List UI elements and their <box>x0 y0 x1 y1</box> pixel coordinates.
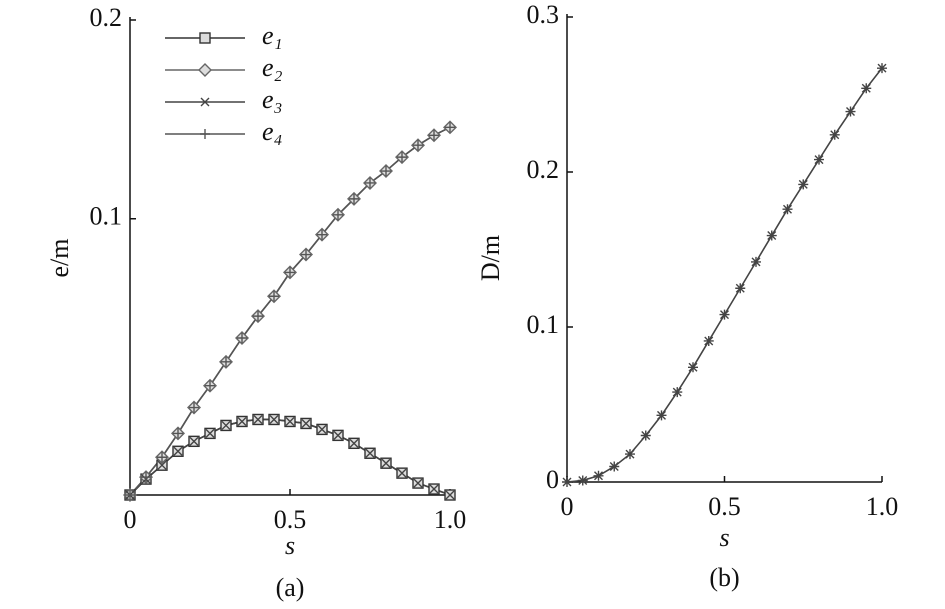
x-tick-label: 0 <box>561 492 574 521</box>
x-axis-label: s <box>719 523 729 552</box>
legend-label: e₂ <box>262 53 283 82</box>
legend-label: e₁ <box>262 21 283 50</box>
marker <box>656 410 667 421</box>
x-tick-label: 0 <box>124 505 137 534</box>
marker <box>349 438 359 448</box>
y-tick-label: 0.1 <box>527 310 560 339</box>
marker <box>751 256 761 267</box>
marker <box>157 452 167 463</box>
marker <box>397 468 407 478</box>
marker <box>672 387 683 398</box>
marker <box>269 291 279 302</box>
marker <box>141 472 151 483</box>
legend-marker <box>200 97 210 107</box>
marker <box>189 402 199 413</box>
panel-label: (a) <box>276 573 305 602</box>
marker <box>317 424 327 434</box>
marker <box>562 477 572 487</box>
marker <box>829 129 840 140</box>
marker <box>205 428 215 438</box>
marker <box>173 446 183 456</box>
marker <box>429 130 439 141</box>
marker <box>365 448 375 458</box>
marker <box>782 204 793 215</box>
marker <box>253 311 263 322</box>
marker <box>205 380 215 391</box>
marker <box>365 177 375 188</box>
marker <box>688 362 698 373</box>
marker <box>125 490 135 500</box>
y-tick-label: 0.3 <box>527 0 560 29</box>
marker <box>269 414 279 424</box>
marker <box>861 83 872 94</box>
marker <box>317 229 327 240</box>
x-axis-label: s <box>285 531 295 560</box>
marker <box>237 416 247 426</box>
y-tick-label: 0 <box>546 465 559 494</box>
marker <box>157 460 167 470</box>
y-tick-label: 0.2 <box>90 3 123 32</box>
marker <box>221 420 231 430</box>
marker <box>445 490 455 500</box>
legend-label: e₄ <box>262 117 283 146</box>
x-tick-label: 0.5 <box>274 505 307 534</box>
marker <box>845 106 856 117</box>
x-tick-label: 1.0 <box>434 505 467 534</box>
legend-marker <box>198 63 212 77</box>
marker <box>253 414 263 424</box>
marker <box>640 430 651 441</box>
marker <box>221 356 231 367</box>
marker <box>735 283 746 294</box>
marker <box>413 140 423 151</box>
marker <box>593 470 604 481</box>
marker <box>413 478 423 488</box>
marker <box>609 461 620 472</box>
marker <box>625 449 635 460</box>
y-axis-label: e/m <box>45 239 74 278</box>
marker <box>285 416 295 426</box>
marker <box>798 179 809 190</box>
marker <box>381 458 391 468</box>
marker <box>333 430 343 440</box>
marker <box>397 152 407 163</box>
marker <box>429 484 439 494</box>
y-tick-label: 0.1 <box>90 202 123 231</box>
marker <box>381 166 391 177</box>
x-tick-label: 1.0 <box>866 492 899 521</box>
marker <box>333 209 343 220</box>
marker <box>301 249 311 260</box>
marker <box>703 335 714 346</box>
marker <box>877 63 887 74</box>
legend-label: e₃ <box>262 85 283 114</box>
marker <box>237 332 247 343</box>
marker <box>285 267 295 278</box>
y-axis-label: D/m <box>476 235 505 281</box>
panel-label: (b) <box>709 563 739 592</box>
y-tick-label: 0.2 <box>527 155 560 184</box>
x-tick-label: 0.5 <box>708 492 741 521</box>
legend-marker <box>199 32 211 44</box>
marker <box>173 428 183 439</box>
marker <box>577 475 588 486</box>
marker <box>766 230 777 241</box>
marker <box>445 122 455 133</box>
marker <box>189 436 199 446</box>
marker <box>719 309 730 320</box>
legend-marker <box>200 129 210 139</box>
marker <box>301 418 311 428</box>
marker <box>814 154 824 165</box>
marker <box>349 193 359 204</box>
